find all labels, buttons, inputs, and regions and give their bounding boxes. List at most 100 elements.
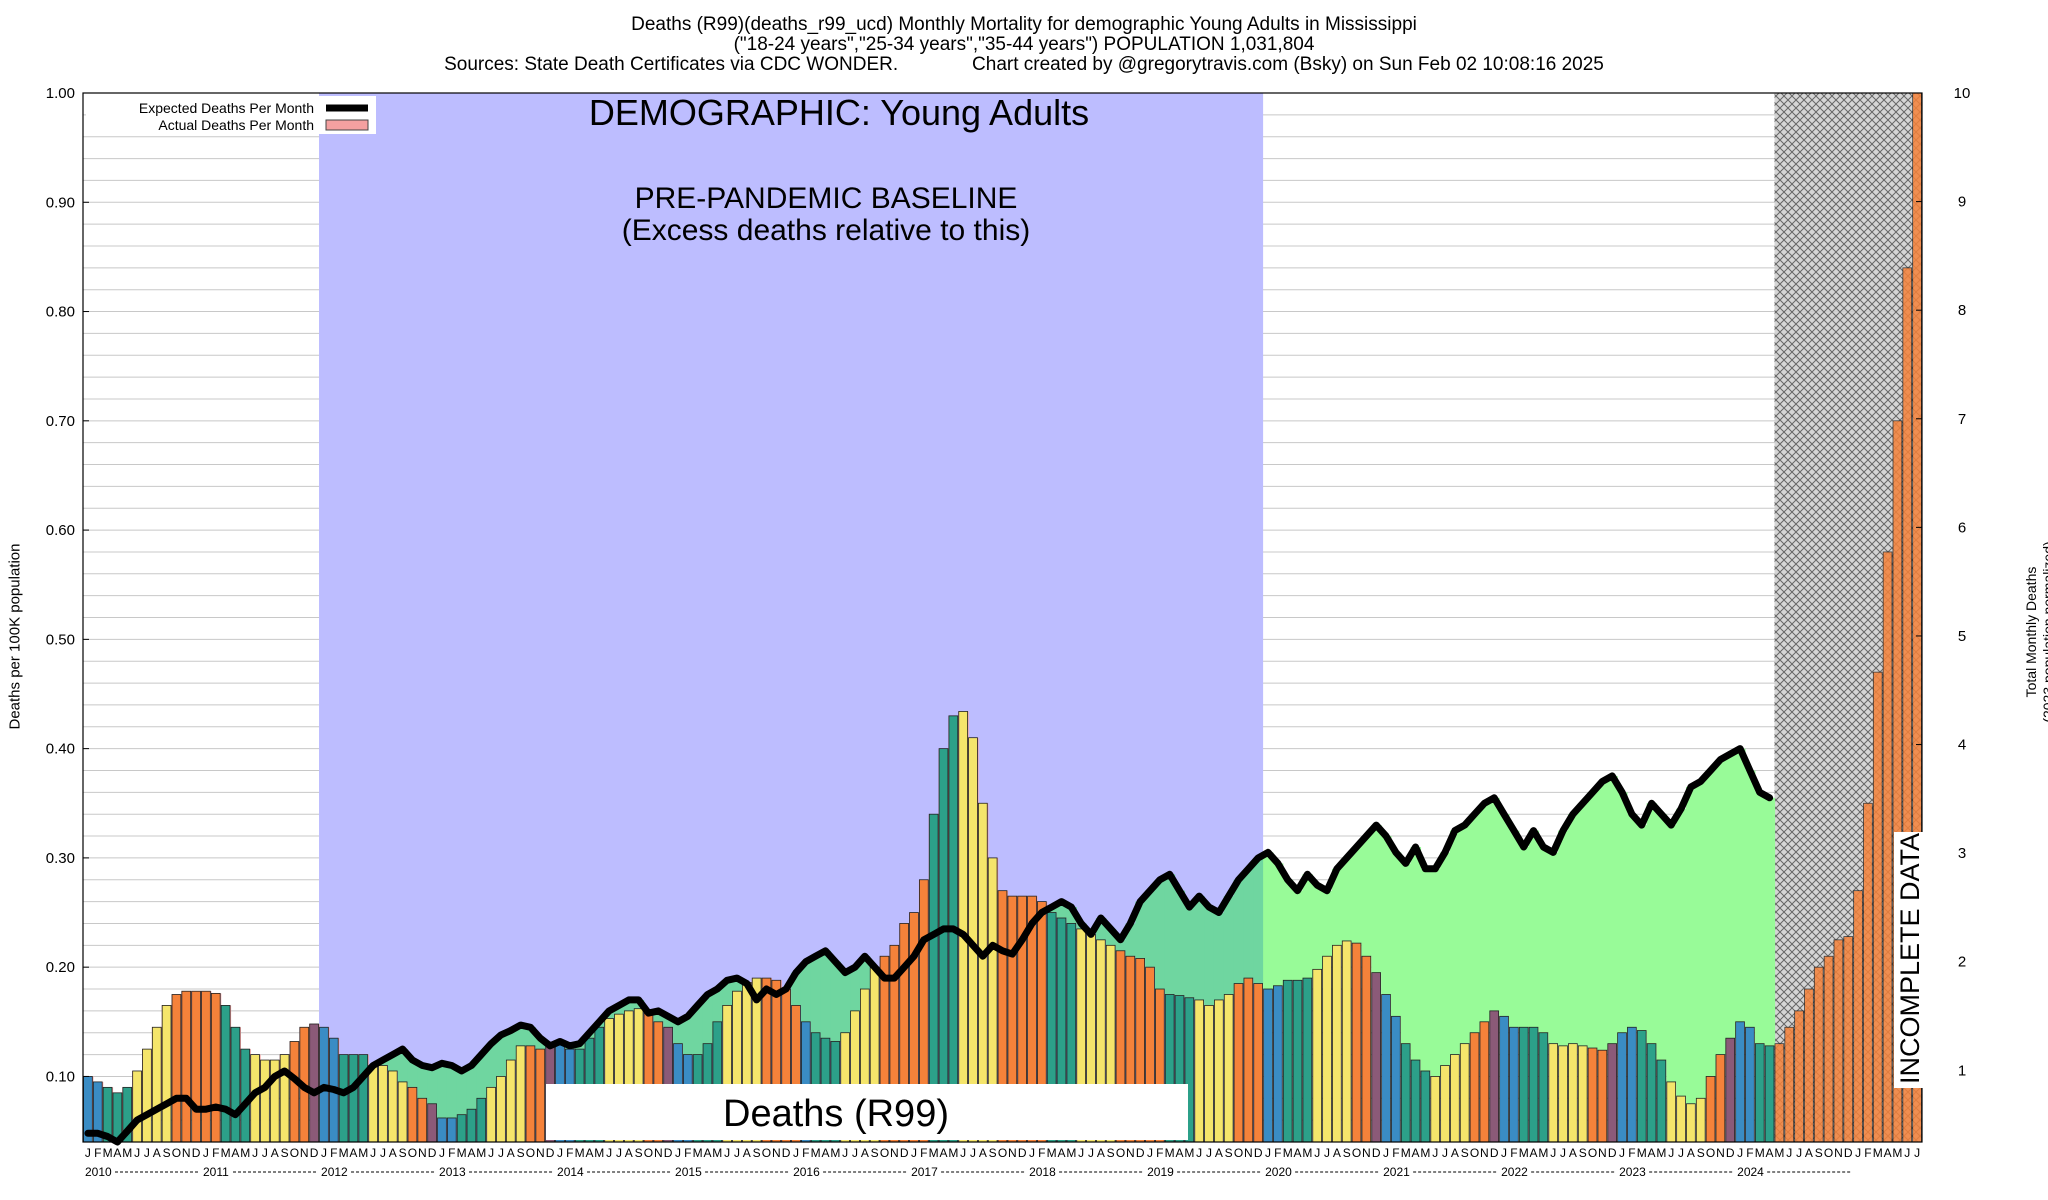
month-tick-label: M [1401,1146,1411,1160]
excess-area-segment [1066,907,1077,924]
actual-bar [1420,1070,1431,1143]
month-tick-label: J [1432,1146,1438,1160]
excess-area-segment [1518,846,1530,1028]
excess-area-segment [1469,814,1481,1033]
month-tick-label: J [960,1146,966,1160]
month-tick-label: M [1302,1146,1312,1160]
actual-bar [171,994,182,1143]
month-tick-label: O [172,1146,181,1160]
excess-area-segment [1351,846,1363,944]
month-tick-label: J [321,1146,327,1160]
actual-bar [358,1054,369,1143]
month-tick-label: D [1608,1146,1617,1160]
actual-bar [486,1086,496,1143]
month-tick-label: M [1755,1146,1765,1160]
month-tick-label: J [606,1146,612,1160]
actual-bar [1273,985,1283,1143]
month-tick-label: F [920,1146,927,1160]
y-tick-label: 0.30 [46,850,75,867]
month-tick-label: O [1470,1146,1479,1160]
month-tick-label: A [979,1146,987,1160]
excess-area-segment [1371,825,1382,973]
actual-bar [309,1023,319,1143]
month-tick-label: J [1855,1146,1861,1160]
month-tick-label: A [1176,1146,1184,1160]
month-tick-label: A [939,1146,947,1160]
actual-bar [1695,1097,1706,1143]
month-tick-label: A [271,1146,279,1160]
excess-area-segment [1400,863,1412,1044]
axis-labels: 0.10 0.20 0.30 0.40 0.50 0.60 0.70 0.80 0.90 1.00… [46,85,1971,1179]
excess-area-segment [1617,792,1628,1033]
actual-bar [1843,936,1854,1143]
y2-tick-label: 5 [1958,628,1966,645]
month-tick-label: O [408,1146,417,1160]
month-tick-label: A [1805,1146,1813,1160]
excess-area-segment [1508,830,1520,1028]
actual-bar [515,1045,526,1143]
excess-area-segment [1233,879,1245,984]
excess-area-segment [1125,923,1136,957]
month-tick-label: A [625,1146,633,1160]
y-tick-label: 0.80 [46,304,75,321]
month-tick-label: M [1184,1146,1194,1160]
month-tick-label: A [113,1146,121,1160]
year-tick-label: 2010 [85,1165,112,1179]
month-tick-label: J [144,1146,150,1160]
month-tick-label: O [998,1146,1007,1160]
actual-bar [446,1117,457,1143]
month-tick-label: M [948,1146,958,1160]
excess-area-segment [427,1067,438,1104]
excess-area-segment [466,1065,477,1110]
excess-area-segment [702,994,713,1044]
month-tick-label: N [536,1146,545,1160]
month-tick-label: M [830,1146,840,1160]
month-tick-label: A [1294,1146,1302,1160]
actual-bar [1214,999,1224,1143]
excess-area-segment [1272,863,1284,986]
actual-bar [1882,551,1893,1143]
excess-area-segment [1204,907,1215,1006]
actual-bar [1686,1103,1696,1143]
year-tick-label: 2014 [557,1165,584,1179]
actual-bar [407,1086,418,1143]
actual-bar [1676,1095,1686,1143]
month-tick-label: J [1501,1146,1507,1160]
y-axis-label-right-line1: Total Monthly Deaths [2023,566,2039,698]
month-tick-label: N [1362,1146,1371,1160]
baseline-band [319,93,1264,1142]
actual-bar [1322,955,1332,1143]
excess-area-segment [505,1030,517,1061]
year-tick-label: 2020 [1265,1165,1292,1179]
baseline-sublabel: (Excess deaths relative to this) [622,214,1031,247]
actual-bar [1223,994,1234,1143]
excess-area-segment [1705,770,1717,1077]
month-tick-label: A [1530,1146,1538,1160]
month-tick-label: F [330,1146,337,1160]
month-tick-label: F [94,1146,101,1160]
month-tick-label: J [1786,1146,1792,1160]
actual-bar [1617,1032,1627,1143]
actual-bar [1656,1059,1667,1143]
month-tick-label: O [1706,1146,1715,1160]
month-tick-label: O [880,1146,889,1160]
excess-area-segment [1390,852,1402,1017]
month-tick-label: S [1461,1146,1469,1160]
month-tick-label: J [1737,1146,1743,1160]
legend-actual-label: Actual Deaths Per Month [158,117,314,133]
actual-bar [1833,939,1844,1143]
actual-bar [1302,977,1313,1143]
actual-bar [1627,1026,1637,1143]
month-tick-label: M [240,1146,250,1160]
excess-area-segment [722,980,733,1006]
actual-bar [338,1054,349,1143]
excess-area-segment [1410,846,1422,1061]
month-tick-label: N [1244,1146,1253,1160]
actual-bar [1666,1081,1677,1143]
month-tick-label: J [1265,1146,1271,1160]
excess-area-segment [1489,797,1500,1011]
plot-frame [82,92,1923,1143]
excess-area-segment [397,1049,409,1082]
actual-bar [1853,890,1863,1143]
month-tick-label: J [439,1146,445,1160]
